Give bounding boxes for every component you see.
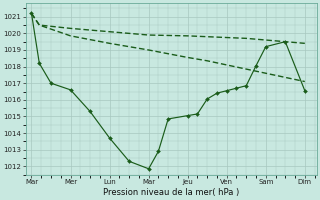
X-axis label: Pression niveau de la mer( hPa ): Pression niveau de la mer( hPa ) [103,188,239,197]
